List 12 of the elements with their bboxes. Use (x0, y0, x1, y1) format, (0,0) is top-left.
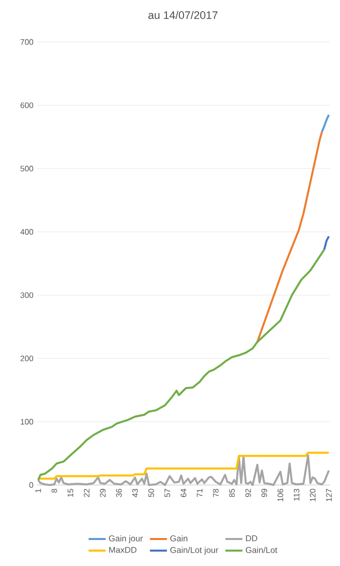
legend-label: Gain jour (109, 535, 143, 544)
line-series (37, 454, 330, 486)
legend-label: Gain (170, 535, 188, 542)
legend-label: Gain/Lot (246, 546, 278, 554)
line-series (37, 452, 330, 480)
legend-label: DD (246, 535, 258, 542)
legend-label: MaxDD (109, 546, 136, 553)
legend-label: Gain/Lot jour (170, 546, 218, 555)
line-series (256, 130, 323, 343)
chart-title: au 14/07/2017 (148, 10, 218, 20)
line-series (37, 248, 326, 481)
line-series (320, 114, 330, 133)
